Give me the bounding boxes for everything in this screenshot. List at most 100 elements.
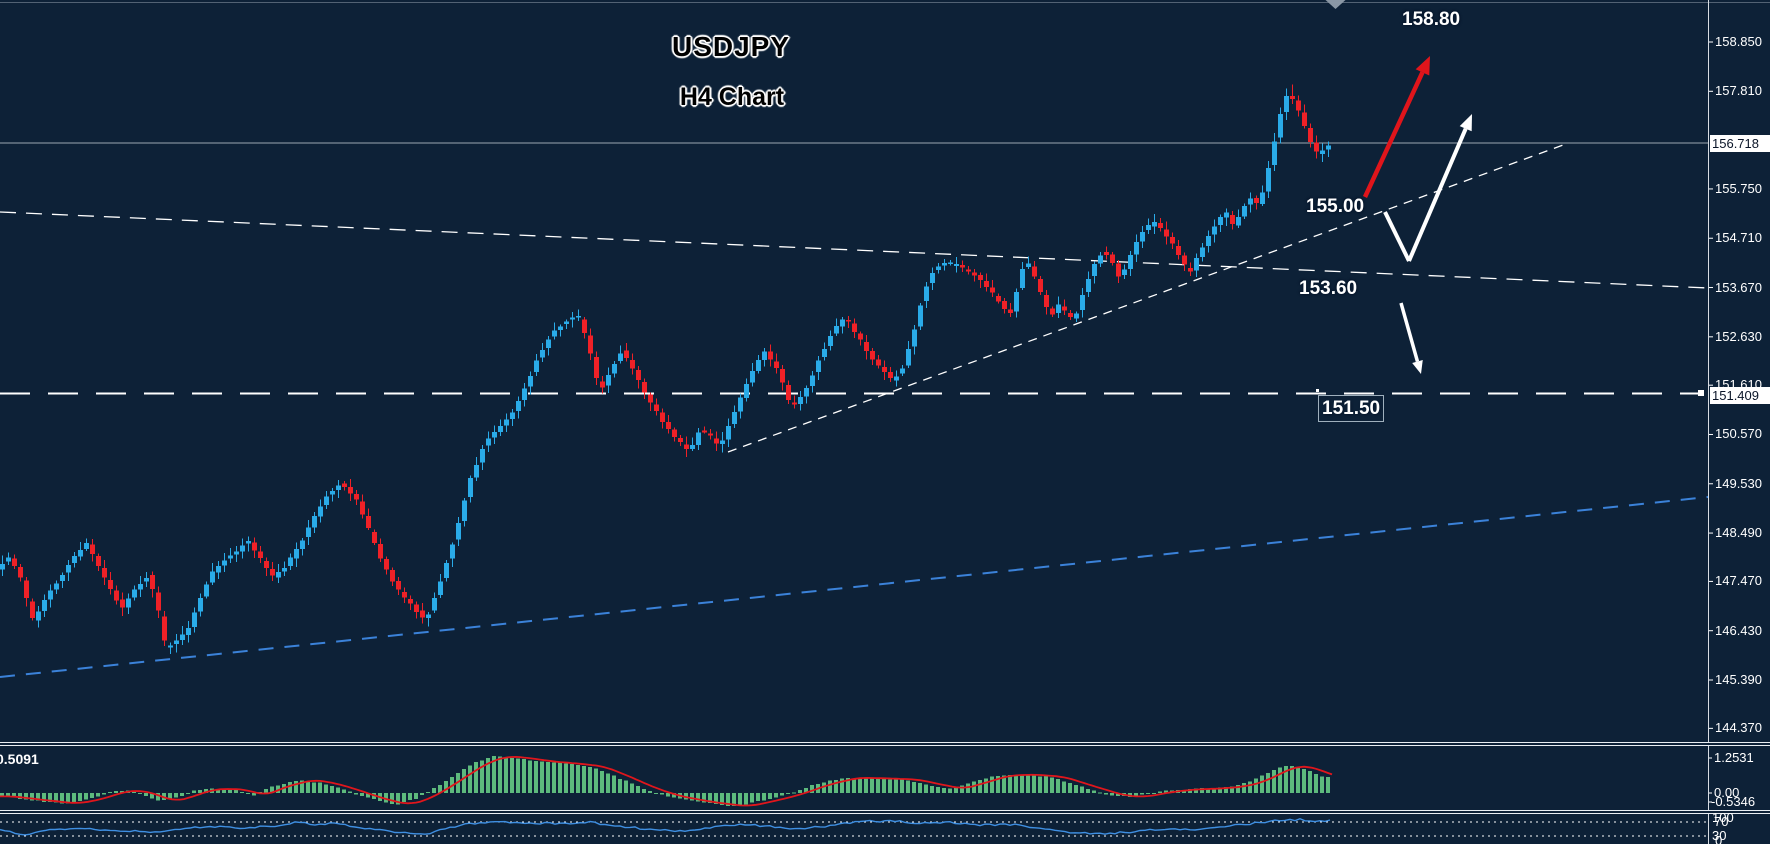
candle-body — [858, 333, 863, 340]
osma-bar — [228, 789, 232, 793]
osma-bar — [318, 782, 322, 793]
candle-body — [738, 397, 743, 412]
candle-body — [144, 578, 149, 582]
candle-body — [402, 592, 407, 598]
osma-bar — [288, 781, 292, 793]
ascending-trendline[interactable] — [727, 144, 1564, 453]
bullish-projection-arrow[interactable] — [1362, 71, 1425, 198]
support-price-label[interactable]: 151.50 — [1318, 395, 1385, 422]
panel-separator-1[interactable] — [0, 742, 1770, 746]
osma-bar — [600, 770, 604, 793]
osma-bar — [1038, 776, 1042, 793]
descending-trendline[interactable] — [0, 211, 1709, 289]
osma-bar — [342, 789, 346, 793]
candle-body — [156, 592, 161, 611]
candle-body — [1302, 112, 1307, 126]
osma-bar — [1026, 775, 1030, 793]
osma-bar — [384, 793, 388, 803]
candle-body — [1170, 236, 1175, 244]
candle-body — [558, 326, 563, 331]
bearish-projection-arrow-head — [1412, 359, 1423, 374]
window-top-border — [0, 2, 1770, 3]
osma-scale-zero: 0.00 — [1714, 785, 1740, 800]
candle-body — [708, 433, 713, 436]
osma-bar — [408, 793, 412, 801]
candle-body — [894, 376, 899, 381]
osma-bar — [546, 762, 550, 793]
pivot-price-label[interactable]: 153.60 — [1299, 278, 1358, 299]
chart-title-timeframe[interactable]: H4 Chart — [679, 83, 785, 111]
target-price-label[interactable]: 158.80 — [1402, 9, 1461, 30]
candle-body — [486, 438, 491, 446]
candle-body — [132, 589, 137, 598]
osma-bar — [1200, 788, 1204, 793]
osma-bar — [1242, 782, 1246, 793]
trendlines[interactable] — [0, 142, 1709, 678]
candle-body — [72, 556, 77, 564]
candle-body — [1290, 96, 1295, 100]
osma-bar — [222, 789, 226, 793]
candle-body — [504, 419, 509, 426]
osma-bar — [528, 760, 532, 793]
osma-bar — [1092, 790, 1096, 793]
candle-body — [990, 287, 995, 293]
osma-bar — [870, 778, 874, 793]
osma-bar — [270, 786, 274, 793]
candle-body — [876, 359, 881, 366]
osma-bar — [156, 793, 160, 801]
osma-bar — [642, 789, 646, 793]
candle-body — [840, 319, 845, 327]
price-axis-label: 158.850 — [1715, 34, 1762, 49]
panel-separator-2[interactable] — [0, 810, 1770, 814]
candle-body — [810, 375, 815, 386]
blue-support-trendline[interactable] — [0, 496, 1709, 678]
osma-bar — [894, 778, 898, 793]
osma-bar — [306, 780, 310, 793]
candle-body — [6, 557, 11, 562]
osma-bar — [828, 780, 832, 793]
osma-bar — [942, 788, 946, 793]
osma-bar — [588, 766, 592, 793]
candle-body — [942, 263, 947, 266]
candle-body — [1074, 313, 1079, 319]
osma-bar — [474, 761, 478, 793]
osma-bar — [186, 793, 190, 794]
candle-body — [252, 542, 257, 551]
price-axis-label: 153.670 — [1715, 279, 1762, 295]
candle-body — [1218, 217, 1223, 226]
candle-body — [480, 449, 485, 463]
osma-bar — [612, 775, 616, 793]
candle-body — [312, 515, 317, 528]
osma-bar — [906, 780, 910, 793]
osma-bar — [72, 793, 76, 802]
candle-body — [972, 272, 977, 276]
white-zigzag-arrow[interactable] — [1407, 127, 1468, 262]
candle-body — [60, 574, 65, 582]
candle-body — [12, 558, 17, 567]
candle-body — [84, 542, 89, 549]
osma-bar — [996, 776, 1000, 793]
candle-body — [900, 368, 905, 374]
osma-bar — [618, 778, 622, 793]
candle-body — [1266, 167, 1271, 192]
bearish-projection-arrow[interactable] — [1399, 302, 1420, 362]
candle-body — [390, 570, 395, 582]
candle-body — [1122, 269, 1127, 275]
candle-body — [744, 384, 749, 398]
osma-bar — [36, 793, 40, 801]
osma-bar — [822, 782, 826, 793]
candle-body — [120, 599, 125, 608]
candle-body — [846, 320, 851, 322]
candle-body — [924, 286, 929, 302]
chart-title-symbol[interactable]: USDJPY — [671, 31, 791, 62]
candle-body — [822, 348, 827, 358]
oscillator-line — [0, 817, 1331, 836]
candle-body — [420, 610, 425, 618]
price-axis-label: 144.370 — [1715, 720, 1762, 736]
resistance-price-label[interactable]: 155.00 — [1306, 196, 1365, 217]
candle-body — [450, 544, 455, 559]
white-zigzag-arrow-leg[interactable] — [1383, 211, 1411, 262]
candle-body — [726, 425, 731, 440]
